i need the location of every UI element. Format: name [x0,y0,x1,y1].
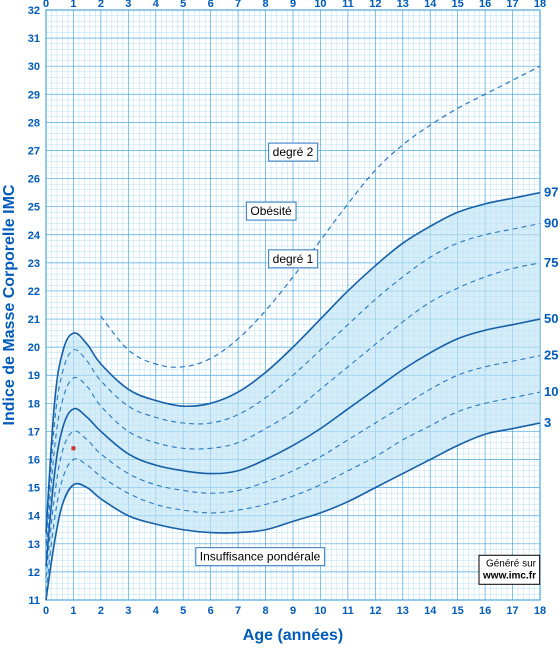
svg-text:10: 10 [314,605,326,617]
svg-text:1: 1 [70,0,76,10]
svg-text:11: 11 [342,0,354,10]
svg-text:15: 15 [28,483,40,495]
svg-text:3: 3 [125,605,131,617]
svg-text:5: 5 [180,0,186,10]
svg-text:13: 13 [28,539,40,551]
svg-text:12: 12 [369,0,381,10]
annotation-3: Insuffisance pondérale [200,550,321,564]
svg-text:17: 17 [506,0,518,10]
svg-text:10: 10 [314,0,326,10]
svg-text:32: 32 [28,5,40,17]
percentile-label-p97: 97 [544,185,558,200]
svg-text:11: 11 [28,595,40,607]
annotation-2: degré 1 [273,252,314,266]
svg-text:5: 5 [180,605,186,617]
svg-text:24: 24 [28,230,41,242]
svg-text:6: 6 [208,0,214,10]
svg-text:21: 21 [28,314,40,326]
data-marker [71,446,75,450]
svg-text:15: 15 [452,605,464,617]
svg-text:6: 6 [208,605,214,617]
svg-text:17: 17 [28,426,40,438]
annotation-0: degré 2 [273,145,314,159]
svg-text:16: 16 [479,605,491,617]
svg-text:0: 0 [43,0,49,10]
svg-text:30: 30 [28,61,40,73]
annotation-1: Obésité [250,204,292,218]
percentile-label-p3: 3 [544,415,551,430]
svg-text:16: 16 [28,455,40,467]
svg-text:8: 8 [262,0,268,10]
percentile-label-p10: 10 [544,384,558,399]
svg-text:26: 26 [28,174,40,186]
svg-text:27: 27 [28,145,40,157]
percentile-label-p25: 25 [544,348,558,363]
svg-text:Généré sur: Généré sur [486,558,537,569]
svg-text:18: 18 [534,605,546,617]
svg-text:17: 17 [506,605,518,617]
svg-text:12: 12 [28,567,40,579]
svg-text:11: 11 [342,605,354,617]
svg-text:13: 13 [397,0,409,10]
svg-text:25: 25 [28,202,40,214]
svg-text:23: 23 [28,258,40,270]
svg-text:7: 7 [235,0,241,10]
svg-text:31: 31 [28,33,40,45]
svg-text:29: 29 [28,89,40,101]
svg-text:9: 9 [290,0,296,10]
x-axis-title: Age (années) [243,627,343,644]
svg-text:2: 2 [98,0,104,10]
svg-text:3: 3 [125,0,131,10]
svg-text:22: 22 [28,286,40,298]
percentile-label-p50: 50 [544,311,558,326]
svg-text:0: 0 [43,605,49,617]
svg-text:www.imc.fr: www.imc.fr [482,570,536,581]
svg-text:14: 14 [424,0,437,10]
svg-text:15: 15 [452,0,464,10]
percentile-label-p75: 75 [544,255,558,270]
svg-text:8: 8 [262,605,268,617]
svg-text:18: 18 [534,0,546,10]
svg-text:4: 4 [153,0,160,10]
imc-growth-chart: 3102550759097001122334455667788991010111… [0,0,560,650]
svg-text:7: 7 [235,605,241,617]
svg-text:20: 20 [28,342,40,354]
svg-text:12: 12 [369,605,381,617]
svg-text:13: 13 [397,605,409,617]
svg-text:16: 16 [479,0,491,10]
svg-text:4: 4 [153,605,160,617]
svg-text:28: 28 [28,117,40,129]
footer-credit: Généré surwww.imc.fr [479,555,540,584]
percentile-label-p90: 90 [544,216,558,231]
svg-text:14: 14 [28,511,41,523]
svg-text:18: 18 [28,398,40,410]
svg-text:1: 1 [70,605,76,617]
svg-text:19: 19 [28,370,40,382]
svg-text:9: 9 [290,605,296,617]
svg-text:14: 14 [424,605,437,617]
y-axis-title: Indice de Masse Corporelle IMC [1,184,18,425]
svg-text:2: 2 [98,605,104,617]
